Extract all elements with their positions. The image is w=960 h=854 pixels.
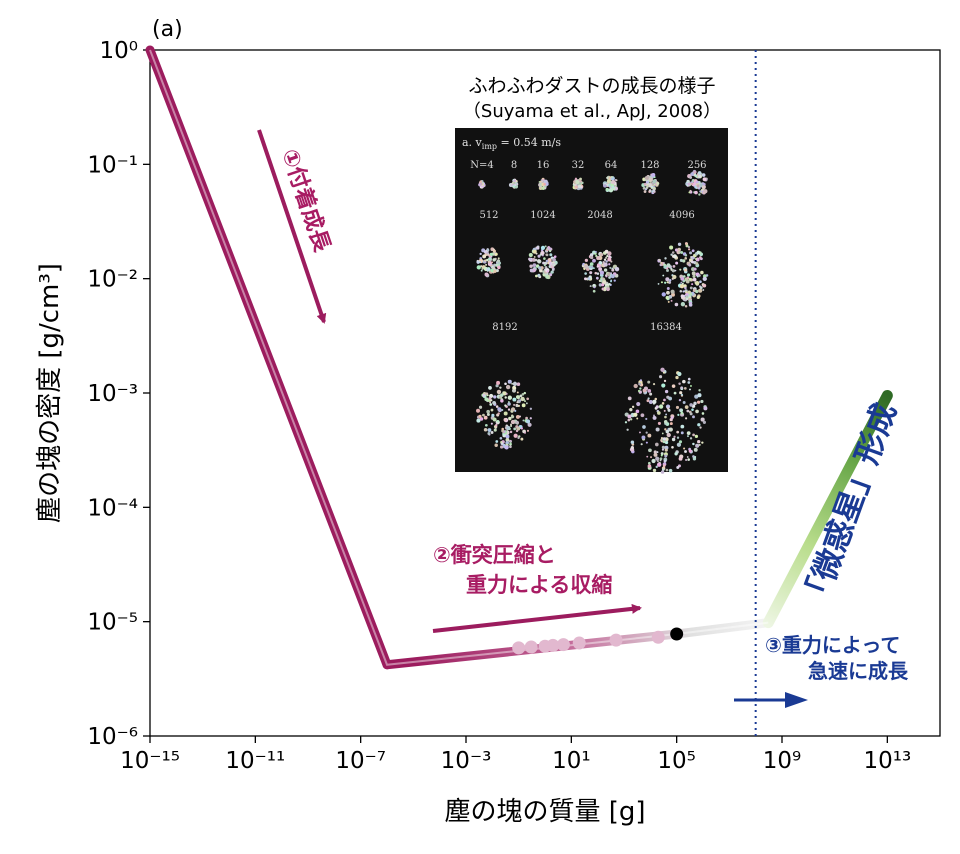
aggregate-label: N=4	[470, 160, 494, 171]
aggregate-label: 16	[537, 160, 550, 171]
inset-title: ふわふわダストの成長の様子	[468, 75, 715, 97]
scatter-point	[524, 640, 538, 654]
dust-aggregate	[602, 175, 618, 193]
dust-aggregate	[581, 249, 620, 293]
y-axis-label: 塵の塊の密度 [g/cm³]	[35, 263, 65, 523]
current-marker	[670, 627, 684, 641]
y-axis-ticks: 10⁻⁶ 10⁻⁵ 10⁻⁴ 10⁻³ 10⁻² 10⁻¹ 10⁰	[87, 38, 150, 750]
inset-citation: （Suyama et al., ApJ, 2008）	[463, 101, 721, 122]
y-tick-label: 10⁻⁵	[87, 610, 138, 636]
aggregate-label: 512	[479, 210, 498, 221]
aggregate-label: 16384	[650, 322, 682, 333]
scatter-point	[609, 633, 623, 647]
aggregate-labels: N=4 8 16 32 64 128 256 512 1024 2048 4096 8192 16384	[470, 160, 706, 333]
dust-aggregate	[657, 242, 709, 308]
annotation-step3-line1: ③重力によって	[765, 633, 900, 657]
aggregate-label: 64	[605, 160, 618, 171]
y-tick-label: 10⁻²	[87, 267, 138, 293]
x-tick-label: 10⁻¹⁵	[120, 748, 180, 774]
x-axis-ticks: 10⁻¹⁵ 10⁻¹¹ 10⁻⁷ 10⁻³ 10¹ 10⁵ 10⁹ 10¹³	[120, 736, 911, 774]
curve-segment-adhesion	[145, 45, 392, 670]
y-tick-label: 10⁰	[100, 38, 139, 64]
annotation-step2-line1: ②衝突圧縮と	[433, 543, 556, 567]
annotation-step3-line2: 急速に成長	[808, 659, 909, 683]
aggregate-label: 1024	[530, 210, 555, 221]
x-tick-label: 10¹	[552, 748, 591, 774]
dust-aggregate	[624, 367, 708, 474]
annotation-step1: ①付着成長	[276, 146, 335, 256]
y-tick-label: 10⁻¹	[87, 152, 138, 178]
arrow-step2	[432, 603, 642, 633]
scatter-point	[546, 638, 560, 652]
dust-aggregate	[685, 169, 708, 196]
aggregate-label: 4096	[669, 210, 694, 221]
x-tick-label: 10¹³	[863, 748, 911, 774]
panel-label: (a)	[152, 17, 183, 42]
scatter-point	[512, 641, 526, 655]
x-tick-label: 10⁹	[763, 748, 802, 774]
arrow-step1	[257, 129, 327, 324]
x-tick-label: 10⁵	[657, 748, 696, 774]
dust-aggregate	[508, 178, 519, 189]
scatter-point	[572, 636, 586, 650]
dust-aggregate	[476, 247, 502, 278]
y-tick-label: 10⁻⁴	[87, 495, 138, 521]
scatter-point	[556, 638, 570, 652]
dust-aggregate	[528, 245, 558, 280]
aggregate-label: 256	[687, 160, 706, 171]
x-tick-label: 10⁻³	[441, 748, 492, 774]
scatter-point	[651, 630, 665, 644]
dust-aggregate	[476, 379, 533, 450]
scatter-points	[512, 627, 684, 655]
dust-aggregate	[572, 177, 584, 191]
inset-caption: a. vimp = 0.54 m/s	[462, 136, 561, 151]
aggregate-label: 8192	[492, 322, 517, 333]
curve-segment-gravity	[762, 390, 893, 629]
y-tick-label: 10⁻³	[87, 381, 138, 407]
aggregate-images	[476, 169, 709, 474]
aggregate-label: 8	[511, 160, 517, 171]
aggregate-label: 32	[572, 160, 585, 171]
arrow-step3	[734, 692, 808, 708]
dust-aggregate	[641, 173, 660, 195]
aggregate-label: 2048	[587, 210, 612, 221]
dust-aggregate	[478, 179, 486, 189]
annotation-planetesimal: 「微惑星」形成	[796, 399, 904, 615]
dust-aggregate	[538, 177, 549, 191]
inset: ふわふわダストの成長の様子 （Suyama et al., ApJ, 2008）…	[455, 75, 728, 474]
y-tick-label: 10⁻⁶	[87, 724, 138, 750]
annotation-step2-line2: 重力による収縮	[466, 573, 612, 597]
x-tick-label: 10⁻¹¹	[225, 748, 285, 774]
x-axis-label: 塵の塊の質量 [g]	[444, 797, 645, 827]
aggregate-label: 128	[640, 160, 659, 171]
x-tick-label: 10⁻⁷	[335, 748, 386, 774]
